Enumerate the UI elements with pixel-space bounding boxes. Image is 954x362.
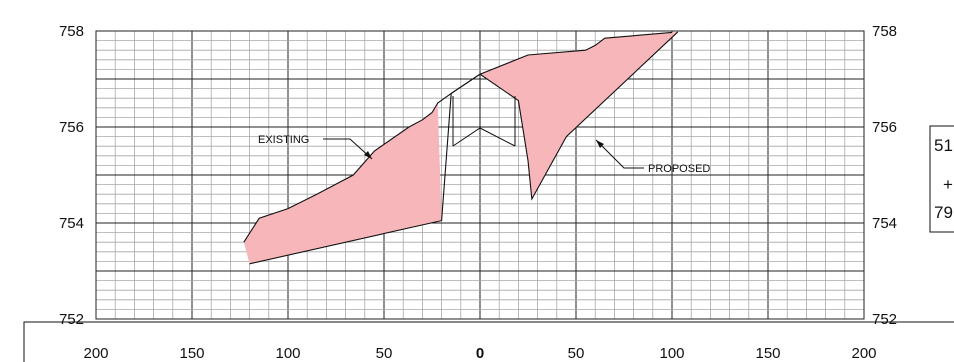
fill-region-2: [480, 31, 678, 200]
grid: [95, 30, 865, 320]
x-tick-label: 0: [476, 345, 484, 362]
y-tick-label-right: 756: [872, 119, 897, 136]
y-tick-label-left: 758: [59, 23, 84, 40]
y-tick-label-right: 758: [872, 23, 897, 40]
y-tick-label-right: 754: [872, 215, 897, 232]
proposed-ground-line: [249, 31, 679, 265]
station-line-2: +: [943, 175, 953, 194]
existing-callout: EXISTING: [258, 134, 373, 160]
y-axis-labels: 752 752 754 754 756 756 758 758: [59, 23, 897, 328]
x-tick-label: 150: [179, 345, 204, 362]
y-tick-label-left: 754: [59, 215, 84, 232]
y-tick-label-right: 752: [872, 311, 897, 328]
existing-ground-line: [243, 31, 673, 243]
x-tick-label: 50: [568, 345, 585, 362]
existing-label: EXISTING: [258, 134, 309, 146]
fill-region-1: [243, 103, 442, 264]
proposed-callout: PROPOSED: [595, 139, 710, 175]
x-tick-label: 100: [659, 345, 684, 362]
x-tick-label: 100: [275, 345, 300, 362]
profiles: [243, 31, 679, 265]
proposed-label: PROPOSED: [648, 163, 710, 175]
x-axis-labels: 200 150 100 50 0 50 100 150 200: [83, 345, 876, 362]
x-tick-label: 150: [755, 345, 780, 362]
structure-outline: [452, 76, 516, 147]
title-frame: [23, 321, 954, 362]
station-line-1: 51: [934, 136, 953, 155]
station-box: 51 + 79: [929, 125, 954, 233]
x-tick-label: 200: [83, 345, 108, 362]
y-tick-label-left: 756: [59, 119, 84, 136]
y-tick-label-left: 752: [59, 311, 84, 328]
station-line-3: 79: [934, 203, 953, 222]
x-tick-label: 50: [376, 345, 393, 362]
x-tick-label: 200: [851, 345, 876, 362]
cut-fill-regions: [243, 31, 678, 264]
plot-frame: [95, 30, 865, 320]
